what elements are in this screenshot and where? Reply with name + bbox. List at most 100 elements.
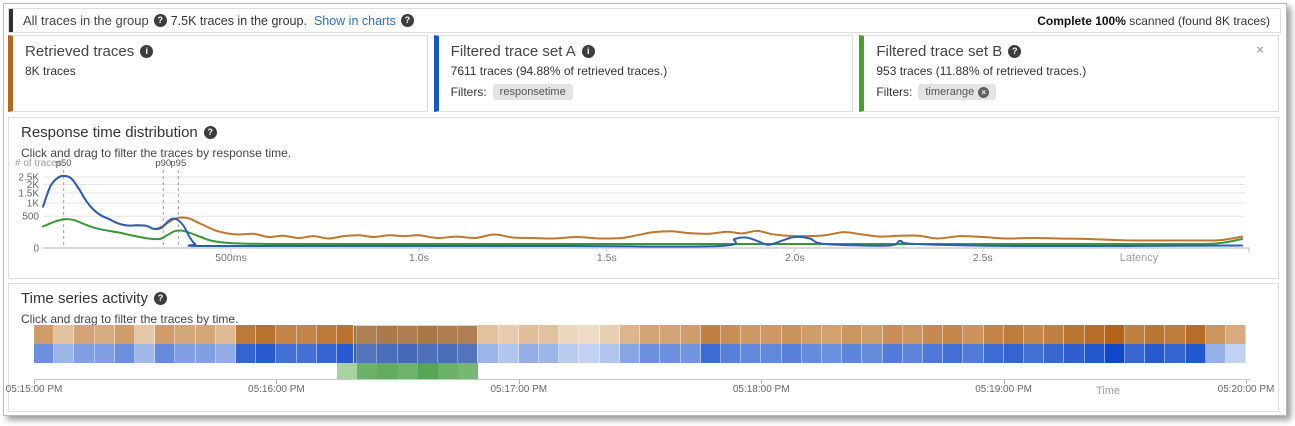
heatmap-cell[interactable]	[1185, 325, 1206, 344]
heatmap-cell[interactable]	[1124, 344, 1146, 363]
heatmap-cell[interactable]	[175, 325, 196, 344]
heatmap-cell[interactable]	[963, 325, 984, 344]
heatmap-cell[interactable]	[397, 325, 418, 344]
heatmap-cell[interactable]	[337, 344, 358, 363]
heatmap-cell[interactable]	[236, 325, 257, 344]
heatmap-cell[interactable]	[377, 325, 398, 344]
heatmap-cell[interactable]	[801, 344, 822, 363]
heatmap-cell[interactable]	[1084, 325, 1105, 344]
heatmap-cell[interactable]	[821, 325, 843, 344]
heatmap-cell[interactable]	[135, 325, 156, 344]
heatmap-cell[interactable]	[862, 325, 883, 344]
heatmap-cell[interactable]	[316, 344, 338, 363]
heatmap-cell[interactable]	[579, 325, 600, 344]
heatmap-cell[interactable]	[801, 325, 822, 344]
heatmap-cell[interactable]	[720, 325, 742, 344]
heatmap-cell[interactable]	[316, 325, 338, 344]
heatmap-cell[interactable]	[114, 344, 136, 363]
heatmap-cell[interactable]	[438, 344, 459, 363]
heatmap-cell[interactable]	[761, 325, 782, 344]
heatmap-cell[interactable]	[680, 344, 701, 363]
heatmap-cell[interactable]	[195, 344, 216, 363]
filter-tag-timerange[interactable]: timerange ×	[918, 84, 997, 100]
heatmap-cell[interactable]	[1003, 325, 1024, 344]
heatmap-cell[interactable]	[1023, 325, 1045, 344]
heatmap-cell[interactable]	[842, 325, 863, 344]
close-icon[interactable]: ×	[1256, 42, 1265, 57]
heatmap-cell[interactable]	[34, 325, 55, 344]
heatmap-cell[interactable]	[882, 325, 903, 344]
heatmap-cell[interactable]	[1225, 325, 1247, 344]
heatmap-cell[interactable]	[599, 325, 620, 344]
heatmap-cell[interactable]	[276, 325, 297, 344]
heatmap-cell[interactable]	[700, 325, 721, 344]
heatmap-cell[interactable]	[559, 325, 580, 344]
heatmap-cell[interactable]	[34, 344, 55, 363]
heatmap-cell[interactable]	[74, 344, 95, 363]
heatmap-cell[interactable]	[720, 344, 742, 363]
heatmap-cell[interactable]	[862, 344, 883, 363]
heatmap-cell[interactable]	[1165, 325, 1186, 344]
heatmap-cell[interactable]	[761, 344, 782, 363]
heatmap-cell[interactable]	[1084, 344, 1105, 363]
heatmap-cell[interactable]	[821, 344, 843, 363]
heatmap-cell[interactable]	[1145, 344, 1166, 363]
heatmap-cell[interactable]	[1044, 325, 1065, 344]
heatmap-cell[interactable]	[882, 344, 903, 363]
heatmap-cell[interactable]	[943, 344, 964, 363]
heatmap-cell[interactable]	[276, 344, 297, 363]
heatmap-cell[interactable]	[215, 344, 237, 363]
help-icon[interactable]: ?	[400, 14, 414, 27]
heatmap-cell[interactable]	[74, 325, 95, 344]
heatmap-cell[interactable]	[114, 325, 136, 344]
heatmap-cell[interactable]	[943, 325, 964, 344]
heatmap-cell[interactable]	[619, 325, 641, 344]
heatmap-cell[interactable]	[680, 325, 701, 344]
heatmap-cell[interactable]	[518, 325, 540, 344]
heatmap-cell[interactable]	[357, 325, 378, 344]
heatmap-cell[interactable]	[640, 325, 661, 344]
help-icon[interactable]: ?	[153, 292, 167, 305]
heatmap-cell[interactable]	[660, 344, 681, 363]
heatmap-cell[interactable]	[1185, 344, 1206, 363]
help-icon[interactable]: ?	[153, 14, 167, 27]
info-icon[interactable]: i	[140, 45, 154, 58]
heatmap-cell[interactable]	[175, 344, 196, 363]
heatmap-cell[interactable]	[1165, 344, 1186, 363]
heatmap-cell[interactable]	[660, 325, 681, 344]
heatmap-cell[interactable]	[357, 344, 378, 363]
heatmap-cell[interactable]	[963, 344, 984, 363]
heatmap-cell[interactable]	[741, 344, 762, 363]
heatmap-cell[interactable]	[983, 325, 1004, 344]
info-icon[interactable]: i	[581, 45, 595, 58]
heatmap-cell[interactable]	[417, 363, 438, 379]
heatmap-cell[interactable]	[135, 344, 156, 363]
heatmap-cell[interactable]	[498, 344, 519, 363]
filter-tag-responsetime[interactable]: responsetime	[492, 84, 573, 100]
heatmap-cell[interactable]	[1145, 325, 1166, 344]
heatmap-cell[interactable]	[1104, 325, 1125, 344]
heatmap-cell[interactable]	[902, 325, 923, 344]
heatmap-cell[interactable]	[579, 344, 600, 363]
heatmap-cell[interactable]	[296, 344, 317, 363]
heatmap-cell[interactable]	[215, 325, 237, 344]
heatmap-cell[interactable]	[256, 325, 277, 344]
heatmap-cell[interactable]	[1124, 325, 1146, 344]
heatmap-cell[interactable]	[539, 325, 560, 344]
heatmap-cell[interactable]	[1205, 325, 1226, 344]
help-icon[interactable]: ?	[1008, 45, 1022, 58]
heatmap-cell[interactable]	[922, 344, 944, 363]
heatmap-cell[interactable]	[337, 325, 358, 344]
heatmap-cell[interactable]	[700, 344, 721, 363]
timeseries-heatmap[interactable]	[34, 325, 1247, 379]
heatmap-cell[interactable]	[781, 344, 802, 363]
heatmap-cell[interactable]	[438, 325, 459, 344]
heatmap-cell[interactable]	[518, 344, 540, 363]
heatmap-cell[interactable]	[397, 363, 418, 379]
heatmap-cell[interactable]	[236, 344, 257, 363]
show-in-charts-link[interactable]: Show in charts	[313, 13, 396, 28]
heatmap-cell[interactable]	[922, 325, 944, 344]
help-icon[interactable]: ?	[203, 126, 217, 139]
heatmap-cell[interactable]	[296, 325, 317, 344]
